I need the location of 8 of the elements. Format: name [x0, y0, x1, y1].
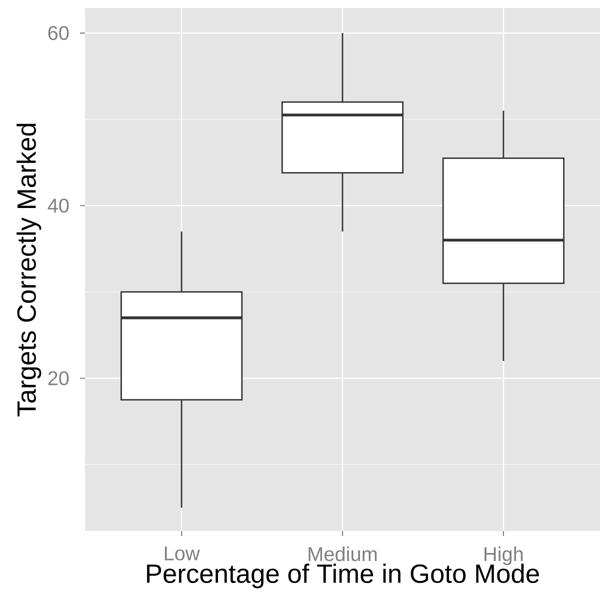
y-axis-title: Targets Correctly Marked: [16, 124, 42, 416]
x-axis-title: Percentage of Time in Goto Mode: [147, 564, 539, 588]
x-tick-label: High: [484, 546, 523, 566]
y-tick-label: 20: [48, 371, 69, 386]
x-tick-label: Low: [164, 546, 200, 560]
x-tick-label: Medium: [308, 546, 377, 562]
y-tick-label: 40: [48, 198, 69, 213]
y-tick-label: 60: [48, 26, 69, 40]
